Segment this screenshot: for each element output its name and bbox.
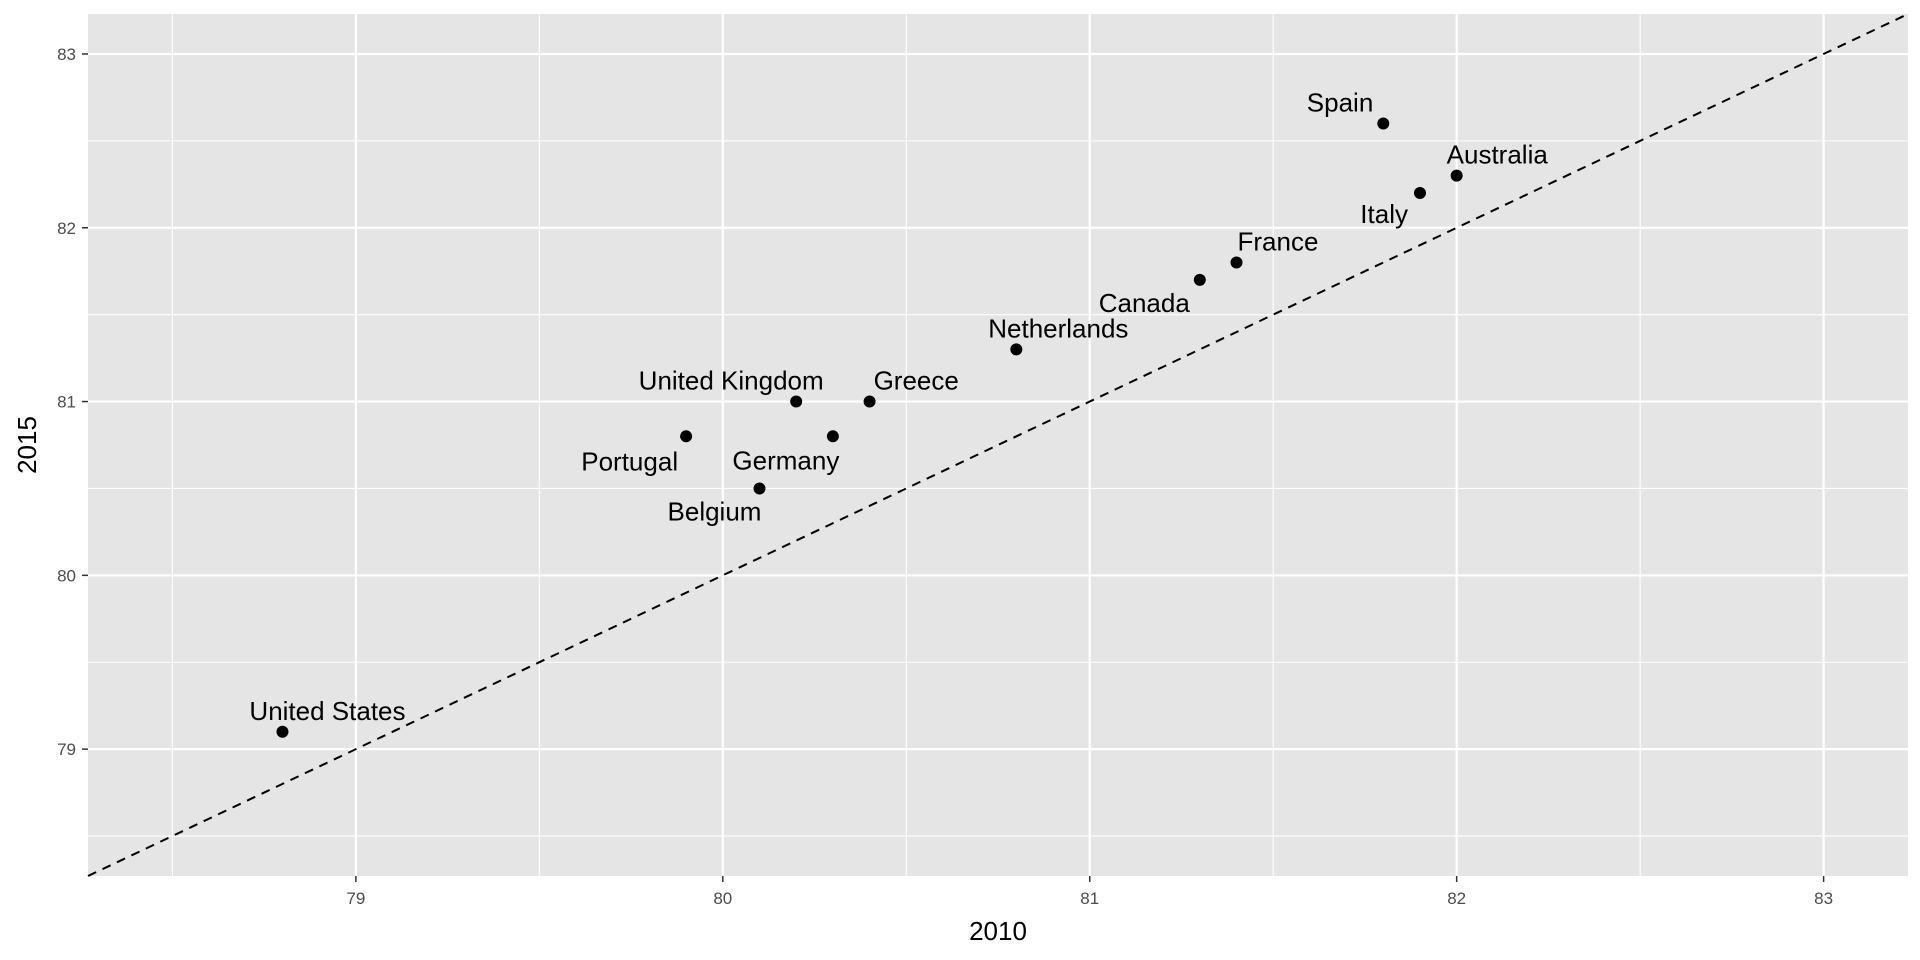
data-point-label: Belgium <box>668 496 762 526</box>
data-point <box>863 395 876 408</box>
data-point-label: United Kingdom <box>639 366 824 396</box>
y-tick-label: 82 <box>57 219 76 238</box>
data-point-label: Germany <box>732 445 839 475</box>
data-point-label: Greece <box>874 366 959 396</box>
data-point <box>276 725 289 738</box>
x-axis-tick-labels: 79 80 81 82 83 <box>346 889 1833 908</box>
y-tick-label: 83 <box>57 45 76 64</box>
data-point <box>1377 117 1390 130</box>
data-point-label: Australia <box>1447 140 1549 170</box>
data-point <box>1413 187 1426 200</box>
data-point <box>753 482 766 495</box>
x-tick-label: 79 <box>346 889 365 908</box>
x-tick-label: 82 <box>1447 889 1466 908</box>
major-gridlines <box>88 14 1908 876</box>
data-point <box>1450 169 1463 182</box>
data-point-label: Canada <box>1099 288 1191 318</box>
y-tick-label: 80 <box>57 566 76 585</box>
y-tick-label: 79 <box>57 740 76 759</box>
x-tick-label: 81 <box>1080 889 1099 908</box>
data-point-label: Spain <box>1307 87 1374 117</box>
data-point-label: Italy <box>1360 199 1408 229</box>
data-point <box>680 430 693 443</box>
y-axis-tick-labels: 79 80 81 82 83 <box>57 45 76 759</box>
data-point-labels: United States Portugal Belgium United Kingd… <box>249 87 1548 725</box>
y-tick-label: 81 <box>57 393 76 412</box>
data-point <box>1193 273 1206 286</box>
data-point-label: Portugal <box>581 446 678 476</box>
x-tick-label: 80 <box>713 889 732 908</box>
data-point <box>826 430 839 443</box>
axis-ticks <box>82 53 1825 882</box>
data-point <box>1010 343 1023 356</box>
x-tick-label: 83 <box>1814 889 1833 908</box>
data-point <box>1230 256 1243 269</box>
data-points <box>276 117 1463 738</box>
plot-panel <box>88 14 1908 876</box>
data-point <box>790 395 803 408</box>
y-axis-title: 2015 <box>12 416 42 474</box>
data-point-label: Netherlands <box>988 313 1128 343</box>
x-axis-title: 2010 <box>969 916 1027 946</box>
data-point-label: France <box>1238 227 1319 257</box>
minor-gridlines <box>88 14 1908 876</box>
data-point-label: United States <box>249 696 405 726</box>
